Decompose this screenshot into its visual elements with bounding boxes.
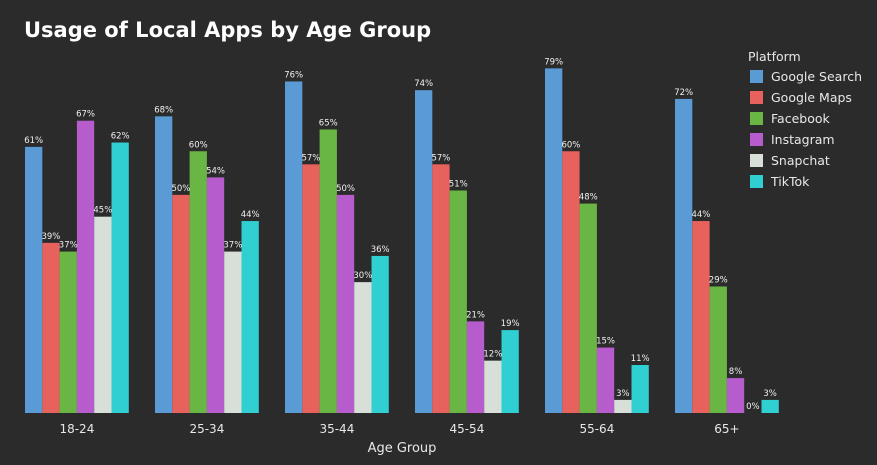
bar-tiktok-35-44 [371,255,389,413]
data-label-snapchat-45-54: 12% [483,350,502,360]
legend-swatch-google-search [750,70,763,83]
data-label-instagram-45-54: 21% [466,310,485,320]
data-label-google-maps-35-44: 57% [301,153,320,163]
legend: Platform Google Search Google Maps Faceboo… [748,49,862,189]
bar-facebook-35-44 [319,129,337,413]
data-label-facebook-45-54: 51% [449,180,468,190]
bar-snapchat-55-64 [614,399,632,413]
data-label-snapchat-35-44: 30% [353,271,372,281]
legend-label-instagram: Instagram [771,132,835,147]
data-label-instagram-65: 8% [729,367,743,377]
legend-title: Platform [748,49,801,64]
bar-snapchat-35-44 [354,282,372,414]
data-label-google-maps-25-34: 50% [171,184,190,194]
bar-facebook-65 [709,286,727,413]
legend-label-snapchat: Snapchat [771,153,830,168]
data-label-google-maps-18-24: 39% [41,232,60,242]
bar-facebook-25-34 [189,151,207,413]
data-label-instagram-18-24: 67% [76,110,95,120]
bar-snapchat-45-54 [484,360,502,413]
legend-swatch-google-maps [750,91,763,104]
bar-instagram-18-24 [76,120,95,414]
bar-google-maps-18-24 [42,242,60,413]
data-label-google-search-55-64: 79% [544,57,563,67]
bar-snapchat-25-34 [224,251,242,413]
data-labels-layer: 61%39%37%67%45%62%68%50%60%54%37%44%76%5… [24,57,777,412]
bar-facebook-45-54 [449,190,467,413]
bar-tiktok-65 [761,399,779,413]
bar-snapchat-18-24 [94,216,112,413]
x-tick-labels: 18-24 25-34 35-44 45-54 55-64 65+ [59,422,739,436]
data-label-facebook-18-24: 37% [59,241,78,251]
data-label-tiktok-35-44: 36% [371,245,390,255]
x-tick-label-55-64: 55-64 [579,422,614,436]
bar-instagram-45-54 [466,321,485,413]
legend-label-google-search: Google Search [771,69,862,84]
data-label-tiktok-55-64: 11% [631,354,650,364]
chart-title: Usage of Local Apps by Age Group [24,18,431,42]
bar-google-search-45-54 [415,90,433,414]
bar-google-maps-35-44 [302,164,320,413]
bar-google-search-35-44 [285,81,303,413]
bar-instagram-55-64 [596,347,615,413]
data-label-facebook-55-64: 48% [579,193,598,203]
bar-tiktok-18-24 [111,142,129,413]
data-label-google-maps-45-54: 57% [431,153,450,163]
bar-google-search-18-24 [25,146,43,413]
bar-facebook-18-24 [59,251,77,413]
legend-swatch-snapchat [750,154,763,167]
data-label-google-maps-55-64: 60% [561,140,580,150]
data-label-google-search-35-44: 76% [284,70,303,80]
data-label-tiktok-45-54: 19% [501,319,520,329]
bar-instagram-25-34 [206,177,225,413]
data-label-facebook-25-34: 60% [189,140,208,150]
data-label-facebook-65: 29% [709,275,728,285]
x-axis-label: Age Group [368,441,437,456]
legend-label-tiktok: TikTok [770,174,810,189]
bar-facebook-55-64 [579,203,597,413]
data-label-facebook-35-44: 65% [319,118,338,128]
data-label-instagram-35-44: 50% [336,184,355,194]
legend-swatch-instagram [750,133,763,146]
bar-google-search-65 [675,98,693,414]
data-label-snapchat-18-24: 45% [93,206,112,216]
x-tick-label-35-44: 35-44 [319,422,354,436]
data-label-instagram-25-34: 54% [206,166,225,176]
bar-google-maps-25-34 [172,194,190,414]
data-label-instagram-55-64: 15% [596,337,615,347]
data-label-snapchat-65: 0% [746,402,760,412]
bar-instagram-65 [726,378,745,413]
data-label-google-search-18-24: 61% [24,136,43,146]
data-label-tiktok-65: 3% [763,389,777,399]
x-tick-label-25-34: 25-34 [189,422,224,436]
bar-google-search-25-34 [155,116,173,413]
x-tick-label-18-24: 18-24 [59,422,94,436]
bar-tiktok-45-54 [501,330,519,413]
bars-layer [25,68,779,414]
legend-label-facebook: Facebook [771,111,830,126]
x-tick-label-45-54: 45-54 [449,422,484,436]
data-label-tiktok-18-24: 62% [111,132,130,142]
data-label-google-search-25-34: 68% [154,105,173,115]
bar-tiktok-55-64 [631,365,649,413]
data-label-google-search-45-54: 74% [414,79,433,89]
bar-tiktok-25-34 [241,221,259,413]
bar-google-maps-55-64 [562,151,580,413]
data-label-snapchat-25-34: 37% [223,241,242,251]
data-label-snapchat-55-64: 3% [616,389,630,399]
data-label-tiktok-25-34: 44% [241,210,260,220]
data-label-google-maps-65: 44% [691,210,710,220]
bar-google-maps-65 [692,221,710,413]
bar-google-maps-45-54 [432,164,450,413]
data-label-google-search-65: 72% [674,88,693,98]
legend-swatch-facebook [750,112,763,125]
bar-instagram-35-44 [336,194,355,414]
legend-swatch-tiktok [750,175,763,188]
x-tick-label-65: 65+ [714,422,739,436]
legend-label-google-maps: Google Maps [771,90,852,105]
bar-google-search-55-64 [545,68,563,414]
